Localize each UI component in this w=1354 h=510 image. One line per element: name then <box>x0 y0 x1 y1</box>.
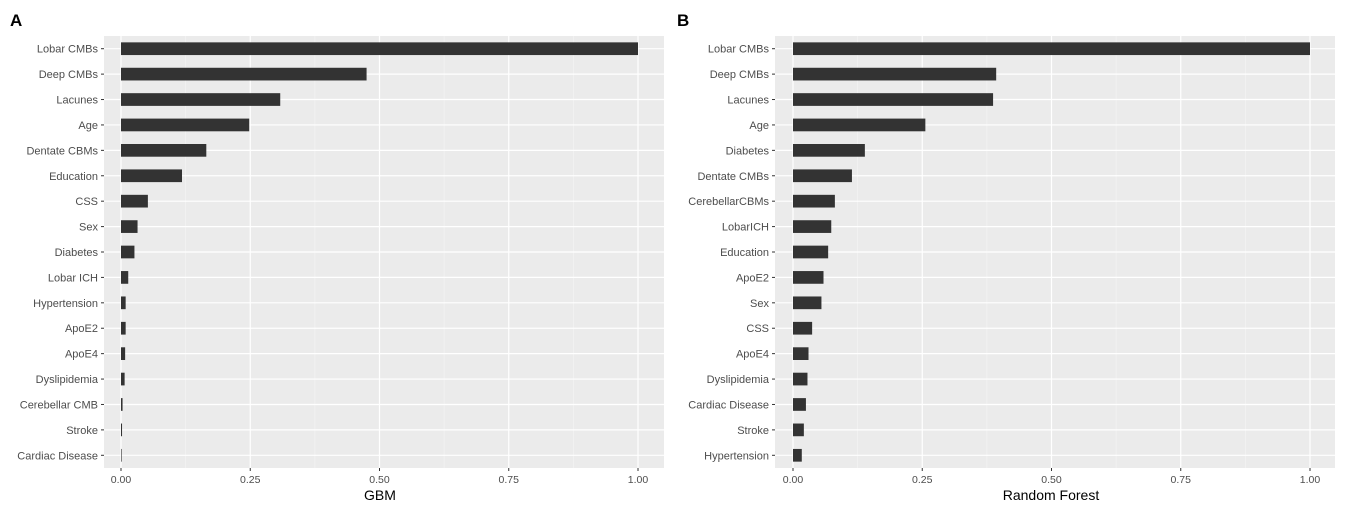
category-label: Lacunes <box>727 95 769 107</box>
category-label: Cardiac Disease <box>17 450 98 462</box>
category-label: Diabetes <box>55 247 99 259</box>
category-label: CSS <box>75 196 98 208</box>
x-axis-title: Random Forest <box>1003 487 1100 503</box>
category-label: Diabetes <box>726 145 770 157</box>
bar <box>793 347 809 360</box>
bar <box>793 448 802 462</box>
category-label: Education <box>720 247 769 259</box>
bar <box>121 67 367 81</box>
category-label: Lacunes <box>56 95 98 107</box>
x-tick-label: 0.00 <box>783 474 804 486</box>
x-tick-label: 1.00 <box>628 474 649 486</box>
category-label: ApoE2 <box>65 323 98 335</box>
category-label: Dentate CMBs <box>697 171 769 183</box>
bar <box>121 245 135 259</box>
category-label: Hypertension <box>33 298 98 310</box>
category-label: CerebellarCBMs <box>688 196 769 208</box>
category-label: Cardiac Disease <box>688 399 769 411</box>
bar <box>121 296 126 310</box>
bar <box>121 194 148 208</box>
category-label: LobarICH <box>722 222 769 234</box>
category-label: Stroke <box>737 425 769 437</box>
category-label: Dentate CBMs <box>26 145 98 157</box>
x-axis-title: GBM <box>364 487 396 503</box>
bar <box>121 448 122 462</box>
x-tick-label: 0.50 <box>369 474 390 486</box>
category-label: ApoE4 <box>65 349 98 361</box>
bar <box>121 93 281 106</box>
bar <box>121 398 123 411</box>
plot-area: 0.00 0.25 0.50 0.75 1.00 Lobar CMBs Deep CMBs L… <box>17 36 664 486</box>
category-label: Dyslipidemia <box>707 374 770 386</box>
x-tick-label: 0.75 <box>1171 474 1192 486</box>
panel-label: B <box>677 11 689 30</box>
bar <box>121 321 126 335</box>
category-label: Deep CMBs <box>710 69 770 81</box>
bar <box>121 372 125 386</box>
bar <box>793 42 1310 56</box>
category-label: Sex <box>750 298 769 310</box>
bar <box>121 118 250 132</box>
category-label: ApoE4 <box>736 349 769 361</box>
category-label: Cerebellar CMB <box>20 399 98 411</box>
panel-a: 0.00 0.25 0.50 0.75 1.00 Lobar CMBs Deep CMBs L… <box>10 11 664 503</box>
bar <box>793 144 865 157</box>
category-label: Lobar CMBs <box>37 44 99 56</box>
bar <box>793 423 804 437</box>
category-label: Age <box>78 120 98 132</box>
category-label: Deep CMBs <box>39 69 99 81</box>
bar <box>793 398 806 411</box>
x-tick-label: 0.50 <box>1041 474 1062 486</box>
category-label: CSS <box>746 323 769 335</box>
bar <box>793 220 832 233</box>
bar <box>121 42 638 56</box>
x-tick-label: 0.25 <box>912 474 933 486</box>
plot-area: 0.00 0.25 0.50 0.75 1.00 Lobar CMBs Deep CMBs L… <box>688 36 1335 486</box>
x-tick-label: 0.25 <box>240 474 261 486</box>
x-tick-label: 0.75 <box>499 474 520 486</box>
category-label: Hypertension <box>704 450 769 462</box>
bar <box>793 372 808 386</box>
bar <box>121 144 207 157</box>
bar <box>793 118 926 132</box>
x-tick-label: 1.00 <box>1300 474 1321 486</box>
bar <box>793 245 829 259</box>
bar <box>793 271 824 284</box>
bar <box>121 220 138 233</box>
bar <box>121 169 183 183</box>
bar <box>121 347 126 360</box>
bar <box>793 296 822 310</box>
category-label: Dyslipidemia <box>36 374 99 386</box>
bar <box>793 67 997 81</box>
category-label: Lobar ICH <box>48 272 98 284</box>
category-label: Sex <box>79 222 98 234</box>
category-label: ApoE2 <box>736 272 769 284</box>
bar <box>793 169 852 183</box>
bar <box>793 93 994 106</box>
bar <box>121 423 123 437</box>
x-tick-label: 0.00 <box>111 474 132 486</box>
category-label: Stroke <box>66 425 98 437</box>
bar <box>793 321 813 335</box>
panel-label: A <box>10 11 22 30</box>
panel-b: 0.00 0.25 0.50 0.75 1.00 Lobar CMBs Deep CMBs L… <box>677 11 1335 503</box>
category-label: Age <box>749 120 769 132</box>
bar <box>121 271 129 284</box>
category-label: Education <box>49 171 98 183</box>
category-label: Lobar CMBs <box>708 44 770 56</box>
bar <box>793 194 835 208</box>
